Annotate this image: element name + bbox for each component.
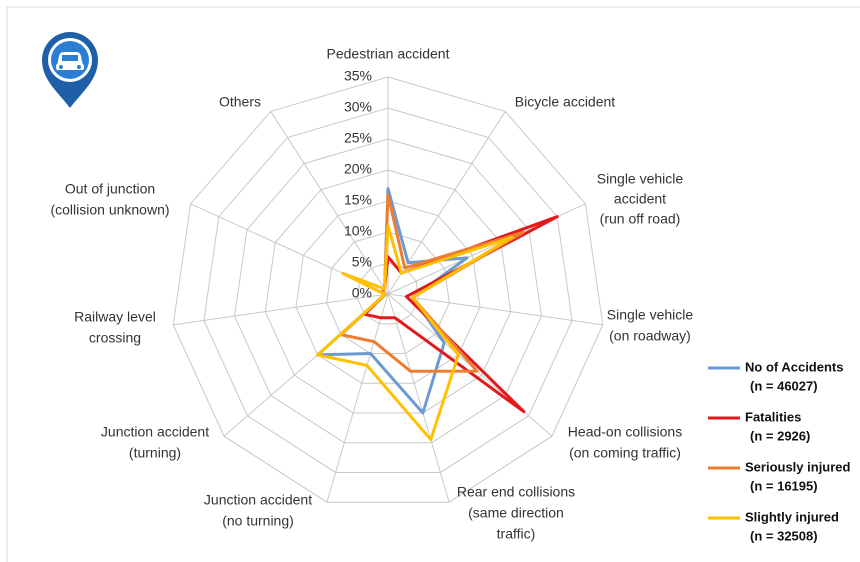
grid-ring: [203, 107, 573, 473]
category-label: Single vehicle: [607, 307, 694, 323]
car-pin-icon: [42, 32, 98, 108]
category-label: Bicycle accident: [515, 94, 615, 110]
r-tick-label: 35%: [344, 68, 372, 84]
category-label: (on coming traffic): [569, 445, 681, 461]
r-tick-label: 0%: [352, 285, 372, 301]
legend-note: (n = 32508): [750, 528, 818, 543]
category-label: Head-on collisions: [568, 424, 682, 440]
category-label: Pedestrian accident: [327, 46, 450, 62]
category-label: (no turning): [222, 513, 294, 529]
spoke: [387, 293, 450, 503]
legend-note: (n = 2926): [750, 428, 810, 443]
category-label: (run off road): [600, 211, 681, 227]
category-label: Rear end collisions: [457, 484, 575, 500]
spoke: [173, 293, 389, 326]
legend-note: (n = 16195): [750, 478, 818, 493]
legend-label: Slightly injured: [745, 509, 839, 524]
frame: [6, 6, 860, 562]
grid-ring: [172, 76, 604, 503]
category-label: (collision unknown): [50, 202, 169, 218]
category-label: (turning): [129, 445, 181, 461]
legend-label: Fatalities: [745, 409, 801, 424]
category-label: accident: [614, 191, 666, 207]
category-label: crossing: [89, 330, 141, 346]
category-label: Junction accident: [101, 424, 209, 440]
category-label: traffic): [497, 526, 536, 542]
r-tick-label: 30%: [344, 99, 372, 115]
category-label: Single vehicle: [597, 171, 684, 187]
grid-ring: [234, 138, 542, 444]
category-label: (same direction: [468, 505, 564, 521]
r-tick-label: 10%: [344, 223, 372, 239]
r-tick-label: 25%: [344, 130, 372, 146]
r-tick-label: 5%: [352, 254, 372, 270]
spoke: [270, 111, 389, 295]
category-label: (on roadway): [609, 328, 691, 344]
series-line: [339, 193, 525, 373]
legend-label: No of Accidents: [745, 359, 843, 374]
category-label: Railway level: [74, 309, 156, 325]
spoke: [326, 293, 389, 503]
grid-ring: [264, 169, 512, 414]
series-line: [316, 224, 514, 442]
r-tick-label: 20%: [344, 161, 372, 177]
spoke: [387, 293, 603, 326]
legend-note: (n = 46027): [750, 378, 818, 393]
category-label: Out of junction: [65, 181, 155, 197]
r-tick-label: 15%: [344, 192, 372, 208]
category-label: Others: [219, 94, 261, 110]
legend-label: Seriously injured: [745, 459, 851, 474]
category-label: Junction accident: [204, 492, 312, 508]
